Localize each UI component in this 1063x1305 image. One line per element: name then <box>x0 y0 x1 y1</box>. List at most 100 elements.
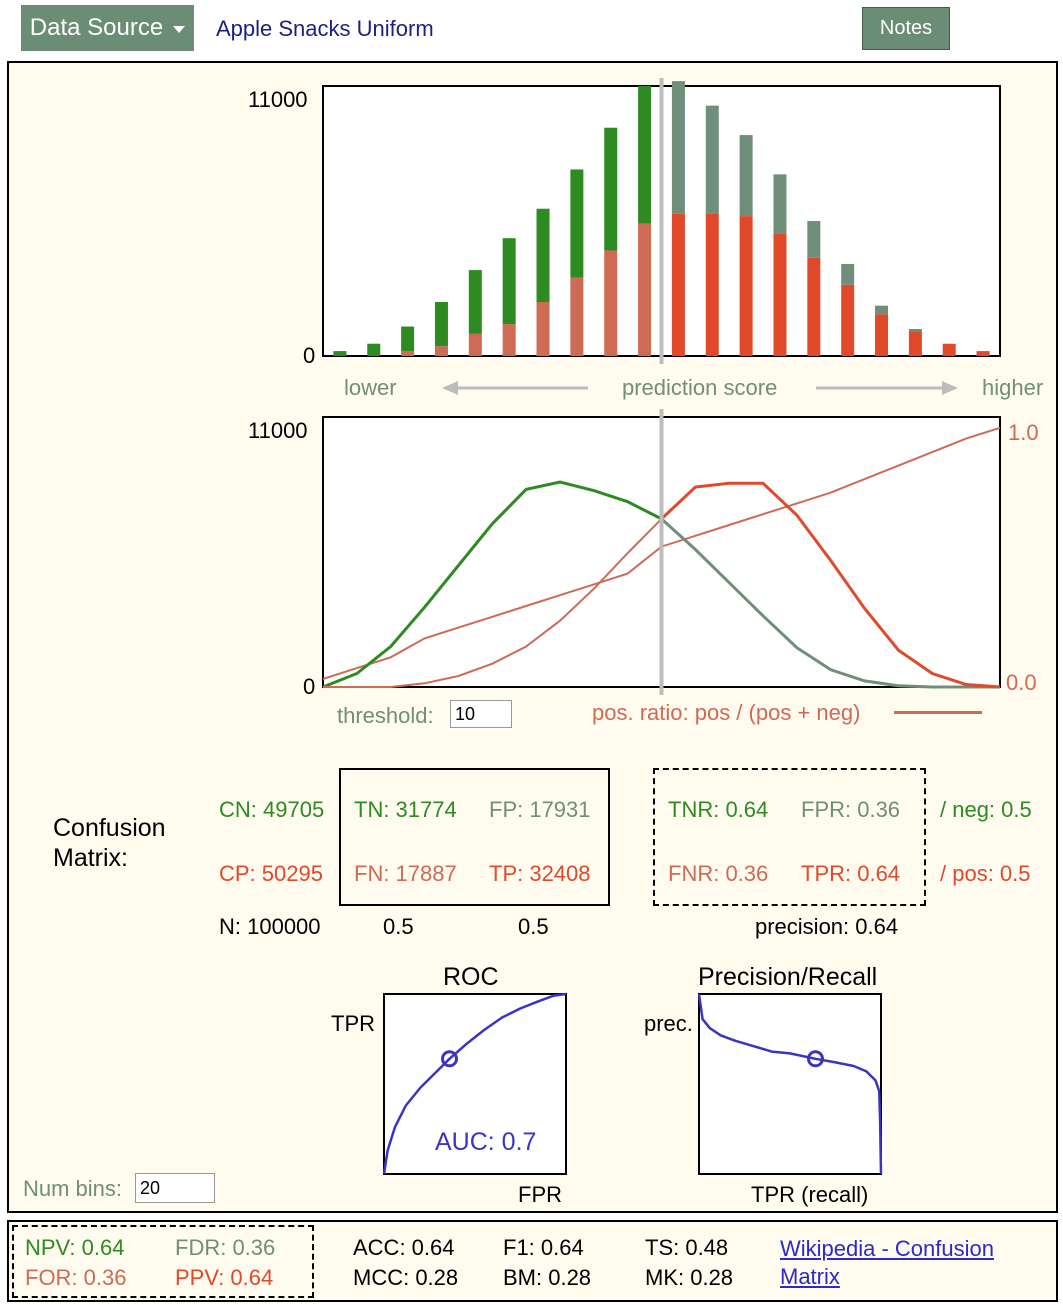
confusion-title-line2: Matrix: <box>53 844 128 872</box>
bar-negative <box>434 302 448 347</box>
bar-positive <box>942 343 956 356</box>
wikipedia-link[interactable]: Wikipedia - Confusion Matrix <box>780 1236 994 1289</box>
data-source-label: Data Source <box>29 14 164 41</box>
pr-title: Precision/Recall <box>698 963 878 991</box>
roc-title: ROC <box>443 963 499 991</box>
bar-positive <box>807 257 821 356</box>
axis-middle-label: prediction score <box>622 375 778 400</box>
ppv-value: PPV: 0.64 <box>175 1265 274 1290</box>
bar-positive <box>570 277 584 356</box>
bar-negative <box>908 329 922 332</box>
negative-line-right <box>660 517 1000 689</box>
roc-ylabel: TPR <box>331 1011 375 1036</box>
for-value: FOR: 0.36 <box>25 1265 127 1290</box>
bar-positive <box>434 346 448 356</box>
charts-svg <box>322 78 1001 695</box>
bar-negative <box>638 86 652 224</box>
bm-value: BM: 0.28 <box>503 1265 592 1290</box>
pos-ratio-label: pos. ratio: pos / (pos + neg) <box>592 700 861 725</box>
bar-negative <box>875 305 889 315</box>
histogram-chart <box>322 78 1001 364</box>
right-arrow-icon <box>816 381 958 395</box>
data-source-button[interactable]: Data Source <box>21 5 194 51</box>
bar-negative <box>367 343 381 356</box>
pos-ratio: / pos: 0.5 <box>940 861 1031 886</box>
tp-value: TP: 32408 <box>489 861 591 886</box>
mk-value: MK: 0.28 <box>645 1265 734 1290</box>
pr-xlabel: TPR (recall) <box>751 1182 869 1207</box>
bar-positive <box>773 233 787 356</box>
notes-button[interactable]: Notes <box>862 7 950 50</box>
bar-negative <box>841 263 855 285</box>
acc-value: ACC: 0.64 <box>353 1235 455 1260</box>
bar-negative <box>333 351 347 356</box>
positive-line-right <box>660 481 1001 689</box>
bar-negative <box>671 81 685 214</box>
bar-positive <box>908 331 922 356</box>
fpr-value: FPR: 0.36 <box>801 797 901 822</box>
cumulative-chart <box>322 409 1001 695</box>
num-bins-label: Num bins: <box>23 1176 123 1201</box>
dataset-title: Apple Snacks Uniform <box>216 16 434 41</box>
bar-positive <box>401 351 415 356</box>
fnr-value: FNR: 0.36 <box>668 861 769 886</box>
bar-negative <box>604 127 618 251</box>
neg-ratio: / neg: 0.5 <box>940 797 1032 822</box>
npv-value: NPV: 0.64 <box>25 1235 125 1260</box>
confusion-matrix-box <box>339 768 610 906</box>
tnr-value: TNR: 0.64 <box>668 797 769 822</box>
ts-value: TS: 0.48 <box>645 1235 729 1260</box>
bar-positive <box>739 216 753 356</box>
axis-higher-label: higher <box>982 375 1044 400</box>
rates-box <box>653 768 926 906</box>
bar-positive <box>671 213 685 356</box>
negative-line-left <box>322 480 663 689</box>
bar-positive <box>638 223 652 356</box>
ratio-top-label: 1.0 <box>1008 420 1039 445</box>
cum-y-bottom-label: 0 <box>303 674 316 699</box>
positive-line-left <box>323 518 663 688</box>
bar-positive <box>875 314 889 356</box>
threshold-input[interactable] <box>450 700 512 728</box>
bar-negative <box>570 169 584 278</box>
bar-negative <box>739 135 753 217</box>
bar-positive <box>536 302 550 356</box>
col1-ratio: 0.5 <box>383 914 414 939</box>
mcc-value: MCC: 0.28 <box>353 1265 459 1290</box>
precision-value: precision: 0.64 <box>755 914 899 939</box>
bar-positive <box>604 250 618 356</box>
fp-value: FP: 17931 <box>489 797 591 822</box>
f1-value: F1: 0.64 <box>503 1235 584 1260</box>
num-bins-input[interactable] <box>135 1173 215 1203</box>
hist-y-bottom-label: 0 <box>303 343 316 368</box>
hist-y-top-label: 11000 <box>248 87 308 112</box>
bar-negative <box>401 326 415 352</box>
fdr-value: FDR: 0.36 <box>175 1235 276 1260</box>
bar-negative <box>536 208 550 302</box>
bar-positive <box>976 351 990 356</box>
pr-ylabel: prec. <box>644 1011 693 1036</box>
bar-negative <box>468 270 482 334</box>
cp-value: CP: 50295 <box>219 861 323 886</box>
predictive-values-box <box>12 1225 314 1298</box>
cn-value: CN: 49705 <box>219 797 325 822</box>
threshold-label: threshold: <box>337 703 434 728</box>
tpr-value: TPR: 0.64 <box>801 861 901 886</box>
bar-positive <box>468 333 482 356</box>
bar-positive <box>502 324 516 356</box>
bar-negative <box>807 221 821 258</box>
n-total: N: 100000 <box>219 914 321 939</box>
metrics-panel <box>7 1220 1058 1302</box>
confusion-title-line1: Confusion <box>53 814 166 842</box>
bar-positive <box>841 284 855 356</box>
bar-negative <box>705 105 719 214</box>
col2-ratio: 0.5 <box>518 914 549 939</box>
confusion-title: Confusion Matrix: <box>53 813 166 873</box>
tn-value: TN: 31774 <box>354 797 457 822</box>
roc-xlabel: FPR <box>518 1182 562 1207</box>
bar-positive <box>705 213 719 356</box>
caret-down-icon <box>173 26 186 33</box>
fn-value: FN: 17887 <box>354 861 457 886</box>
axis-lower-label: lower <box>344 375 397 400</box>
ratio-bottom-label: 0.0 <box>1006 670 1037 695</box>
